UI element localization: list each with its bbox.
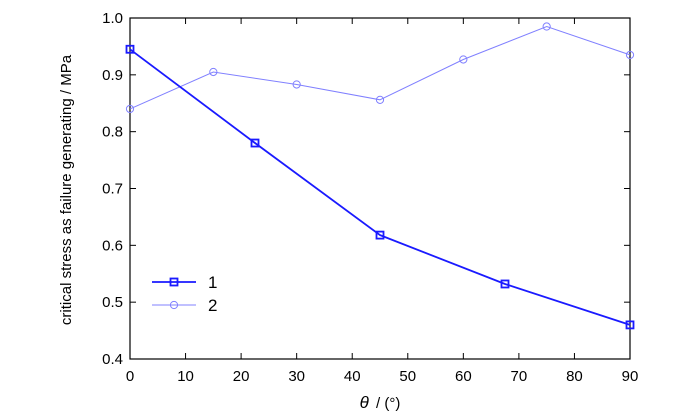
x-tick-label: 0 xyxy=(126,368,134,385)
data-point xyxy=(209,67,218,77)
y-axis: 0.4 0.5 0.6 0.7 0.8 0.9 1.0 xyxy=(102,10,630,368)
data-point xyxy=(375,95,385,104)
data-point xyxy=(292,80,301,89)
legend-item-1: 1 xyxy=(152,273,217,292)
x-tick-label: 20 xyxy=(233,368,250,385)
data-point xyxy=(125,44,135,54)
y-tick-label: 0.6 xyxy=(102,237,123,254)
plot-frame xyxy=(129,17,631,360)
y-tick-label: 1.0 xyxy=(102,10,123,27)
series-layer xyxy=(125,22,635,330)
data-point xyxy=(500,279,510,289)
data-point xyxy=(125,104,135,114)
x-tick-label: 80 xyxy=(566,368,583,385)
x-axis-symbol: θ xyxy=(360,393,370,412)
x-tick-label: 60 xyxy=(455,368,472,385)
x-axis-unit: / (°) xyxy=(376,395,400,412)
series-line xyxy=(129,25,631,110)
data-point xyxy=(250,138,260,148)
x-tick-label: 70 xyxy=(511,368,528,385)
data-point xyxy=(625,320,635,330)
data-point xyxy=(459,55,468,64)
legend-marker xyxy=(169,300,179,310)
y-tick-label: 0.4 xyxy=(102,351,123,368)
series-1 xyxy=(125,44,635,330)
y-axis-label: critical stress as failure generating / … xyxy=(58,54,75,325)
series-2 xyxy=(125,22,635,114)
x-tick-label: 50 xyxy=(399,368,416,385)
x-axis: 0 10 20 30 40 50 60 70 80 90 xyxy=(126,18,639,385)
legend-item-2: 2 xyxy=(152,296,217,315)
data-point xyxy=(542,22,551,31)
x-axis-label: θ / (°) xyxy=(360,393,401,412)
legend-marker xyxy=(169,277,179,287)
legend-label: 2 xyxy=(208,296,217,315)
y-tick-label: 0.8 xyxy=(102,124,123,141)
series-line xyxy=(129,48,631,326)
x-tick-label: 90 xyxy=(622,368,639,385)
legend-label: 1 xyxy=(208,273,217,292)
x-tick-label: 10 xyxy=(177,368,194,385)
y-tick-label: 0.9 xyxy=(102,67,123,84)
y-tick-label: 0.5 xyxy=(102,294,123,311)
data-point xyxy=(625,50,635,60)
legend: 12 xyxy=(152,273,217,315)
x-tick-label: 40 xyxy=(344,368,361,385)
y-tick-label: 0.7 xyxy=(102,181,123,198)
x-tick-label: 30 xyxy=(288,368,305,385)
data-point xyxy=(375,230,385,240)
